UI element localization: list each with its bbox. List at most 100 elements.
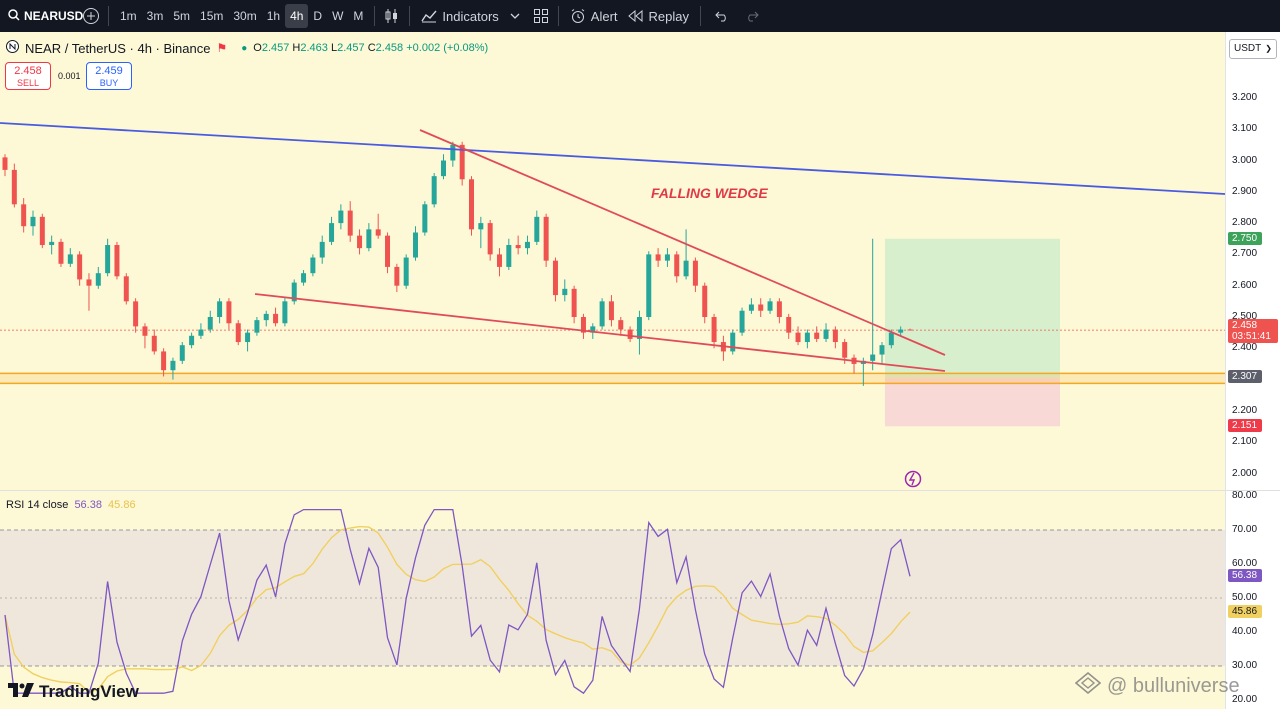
candle-body[interactable] xyxy=(179,345,185,361)
candle-body[interactable] xyxy=(67,254,73,264)
candle-body[interactable] xyxy=(814,332,820,339)
compare-add-icon[interactable] xyxy=(80,7,102,25)
buy-button[interactable]: 2.459 BUY xyxy=(86,62,132,90)
candle-body[interactable] xyxy=(842,342,848,358)
candle-body[interactable] xyxy=(590,326,596,333)
alert-button[interactable]: Alert xyxy=(565,0,623,32)
symbol-search[interactable]: NEARUSD xyxy=(0,8,83,24)
wedge-upper-line[interactable] xyxy=(419,129,946,356)
candle-body[interactable] xyxy=(758,304,764,311)
candle-body[interactable] xyxy=(459,144,465,180)
candle-body[interactable] xyxy=(189,335,195,346)
candle-body[interactable] xyxy=(552,260,558,296)
candle-body[interactable] xyxy=(870,354,876,361)
candle-body[interactable] xyxy=(2,157,8,170)
candle-body[interactable] xyxy=(310,257,316,274)
candle-body[interactable] xyxy=(767,301,773,311)
candle-body[interactable] xyxy=(329,223,335,242)
descending-trendline[interactable] xyxy=(0,122,1225,195)
candle-body[interactable] xyxy=(823,329,829,339)
candle-body[interactable] xyxy=(347,210,353,236)
candle-body[interactable] xyxy=(692,260,698,286)
candle-body[interactable] xyxy=(105,245,111,274)
timeframe-15m[interactable]: 15m xyxy=(200,9,224,23)
candle-body[interactable] xyxy=(580,317,586,333)
candle-body[interactable] xyxy=(515,245,521,249)
candle-body[interactable] xyxy=(618,320,624,330)
candlestick-plot[interactable]: FALLING WEDGE xyxy=(0,32,1225,490)
candle-body[interactable] xyxy=(142,326,148,336)
flag-icon[interactable]: ⚑ xyxy=(216,41,228,55)
candle-body[interactable] xyxy=(468,179,474,230)
candle-body[interactable] xyxy=(413,232,419,258)
candle-body[interactable] xyxy=(77,254,83,280)
candle-body[interactable] xyxy=(403,257,409,286)
candle-body[interactable] xyxy=(198,329,204,336)
candle-body[interactable] xyxy=(263,313,269,321)
candle-body[interactable] xyxy=(496,254,502,267)
candle-body[interactable] xyxy=(748,304,754,311)
candle-body[interactable] xyxy=(795,332,801,343)
currency-select[interactable]: USDT ❯ xyxy=(1229,39,1277,59)
candle-body[interactable] xyxy=(898,329,904,333)
rsi-plot[interactable] xyxy=(0,491,1225,709)
candle-body[interactable] xyxy=(273,313,279,324)
candle-body[interactable] xyxy=(599,301,605,327)
candle-body[interactable] xyxy=(786,317,792,333)
replay-button[interactable]: Replay xyxy=(623,0,694,32)
candle-body[interactable] xyxy=(301,273,307,283)
candle-body[interactable] xyxy=(161,351,167,371)
candle-body[interactable] xyxy=(422,204,428,233)
candle-body[interactable] xyxy=(49,241,55,246)
timeframe-30m[interactable]: 30m xyxy=(233,9,257,23)
candle-body[interactable] xyxy=(375,229,381,236)
timeframe-W[interactable]: W xyxy=(332,9,344,23)
price-chart[interactable]: FALLING WEDGE NEAR / TetherUS · 4h · Bin… xyxy=(0,32,1225,490)
candle-body[interactable] xyxy=(235,323,241,343)
candle-body[interactable] xyxy=(133,301,139,327)
falling-wedge-label[interactable]: FALLING WEDGE xyxy=(651,185,768,201)
rsi-pane[interactable]: RSI 14 close 56.38 45.86 xyxy=(0,490,1225,709)
price-axis[interactable]: 3.200 3.100 3.000 2.900 2.800 2.700 2.600 2.500… xyxy=(1225,32,1280,490)
candle-body[interactable] xyxy=(441,160,447,177)
candle-body[interactable] xyxy=(226,301,232,324)
candle-body[interactable] xyxy=(151,335,157,352)
candle-body[interactable] xyxy=(58,241,64,264)
timeframe-5m[interactable]: 5m xyxy=(173,9,191,23)
timeframe-1h[interactable]: 1h xyxy=(266,9,281,23)
timeframe-4h[interactable]: 4h xyxy=(285,4,309,28)
timeframe-1m[interactable]: 1m xyxy=(120,9,137,23)
candle-body[interactable] xyxy=(646,254,652,317)
candle-body[interactable] xyxy=(711,317,717,343)
candle-body[interactable] xyxy=(702,285,708,317)
candle-body[interactable] xyxy=(888,332,894,346)
chevron-down-icon[interactable] xyxy=(504,13,526,19)
candle-body[interactable] xyxy=(487,223,493,255)
candle-body[interactable] xyxy=(217,301,223,317)
redo-icon[interactable] xyxy=(741,10,763,22)
candle-body[interactable] xyxy=(245,332,251,343)
timeframe-M[interactable]: M xyxy=(353,9,364,23)
candle-body[interactable] xyxy=(170,360,176,371)
candle-body[interactable] xyxy=(562,288,568,296)
candle-body[interactable] xyxy=(291,282,297,302)
sell-button[interactable]: 2.458 SELL xyxy=(5,62,51,90)
layouts-grid-icon[interactable] xyxy=(530,8,552,24)
candle-body[interactable] xyxy=(385,235,391,267)
candle-body[interactable] xyxy=(571,288,577,317)
candle-body[interactable] xyxy=(506,245,512,267)
candle-body[interactable] xyxy=(21,204,27,227)
candle-body[interactable] xyxy=(664,254,670,261)
candle-body[interactable] xyxy=(832,329,838,343)
candle-body[interactable] xyxy=(524,241,530,249)
candle-body[interactable] xyxy=(394,266,400,286)
candle-body[interactable] xyxy=(30,216,36,227)
wedge-lower-line[interactable] xyxy=(254,293,946,372)
timeframe-3m[interactable]: 3m xyxy=(146,9,164,23)
candle-body[interactable] xyxy=(11,169,17,205)
timeframe-D[interactable]: D xyxy=(313,9,323,23)
events-icon[interactable] xyxy=(904,470,922,488)
indicators-button[interactable]: Indicators xyxy=(416,0,503,32)
candle-body[interactable] xyxy=(357,235,363,249)
candle-body[interactable] xyxy=(39,216,45,246)
